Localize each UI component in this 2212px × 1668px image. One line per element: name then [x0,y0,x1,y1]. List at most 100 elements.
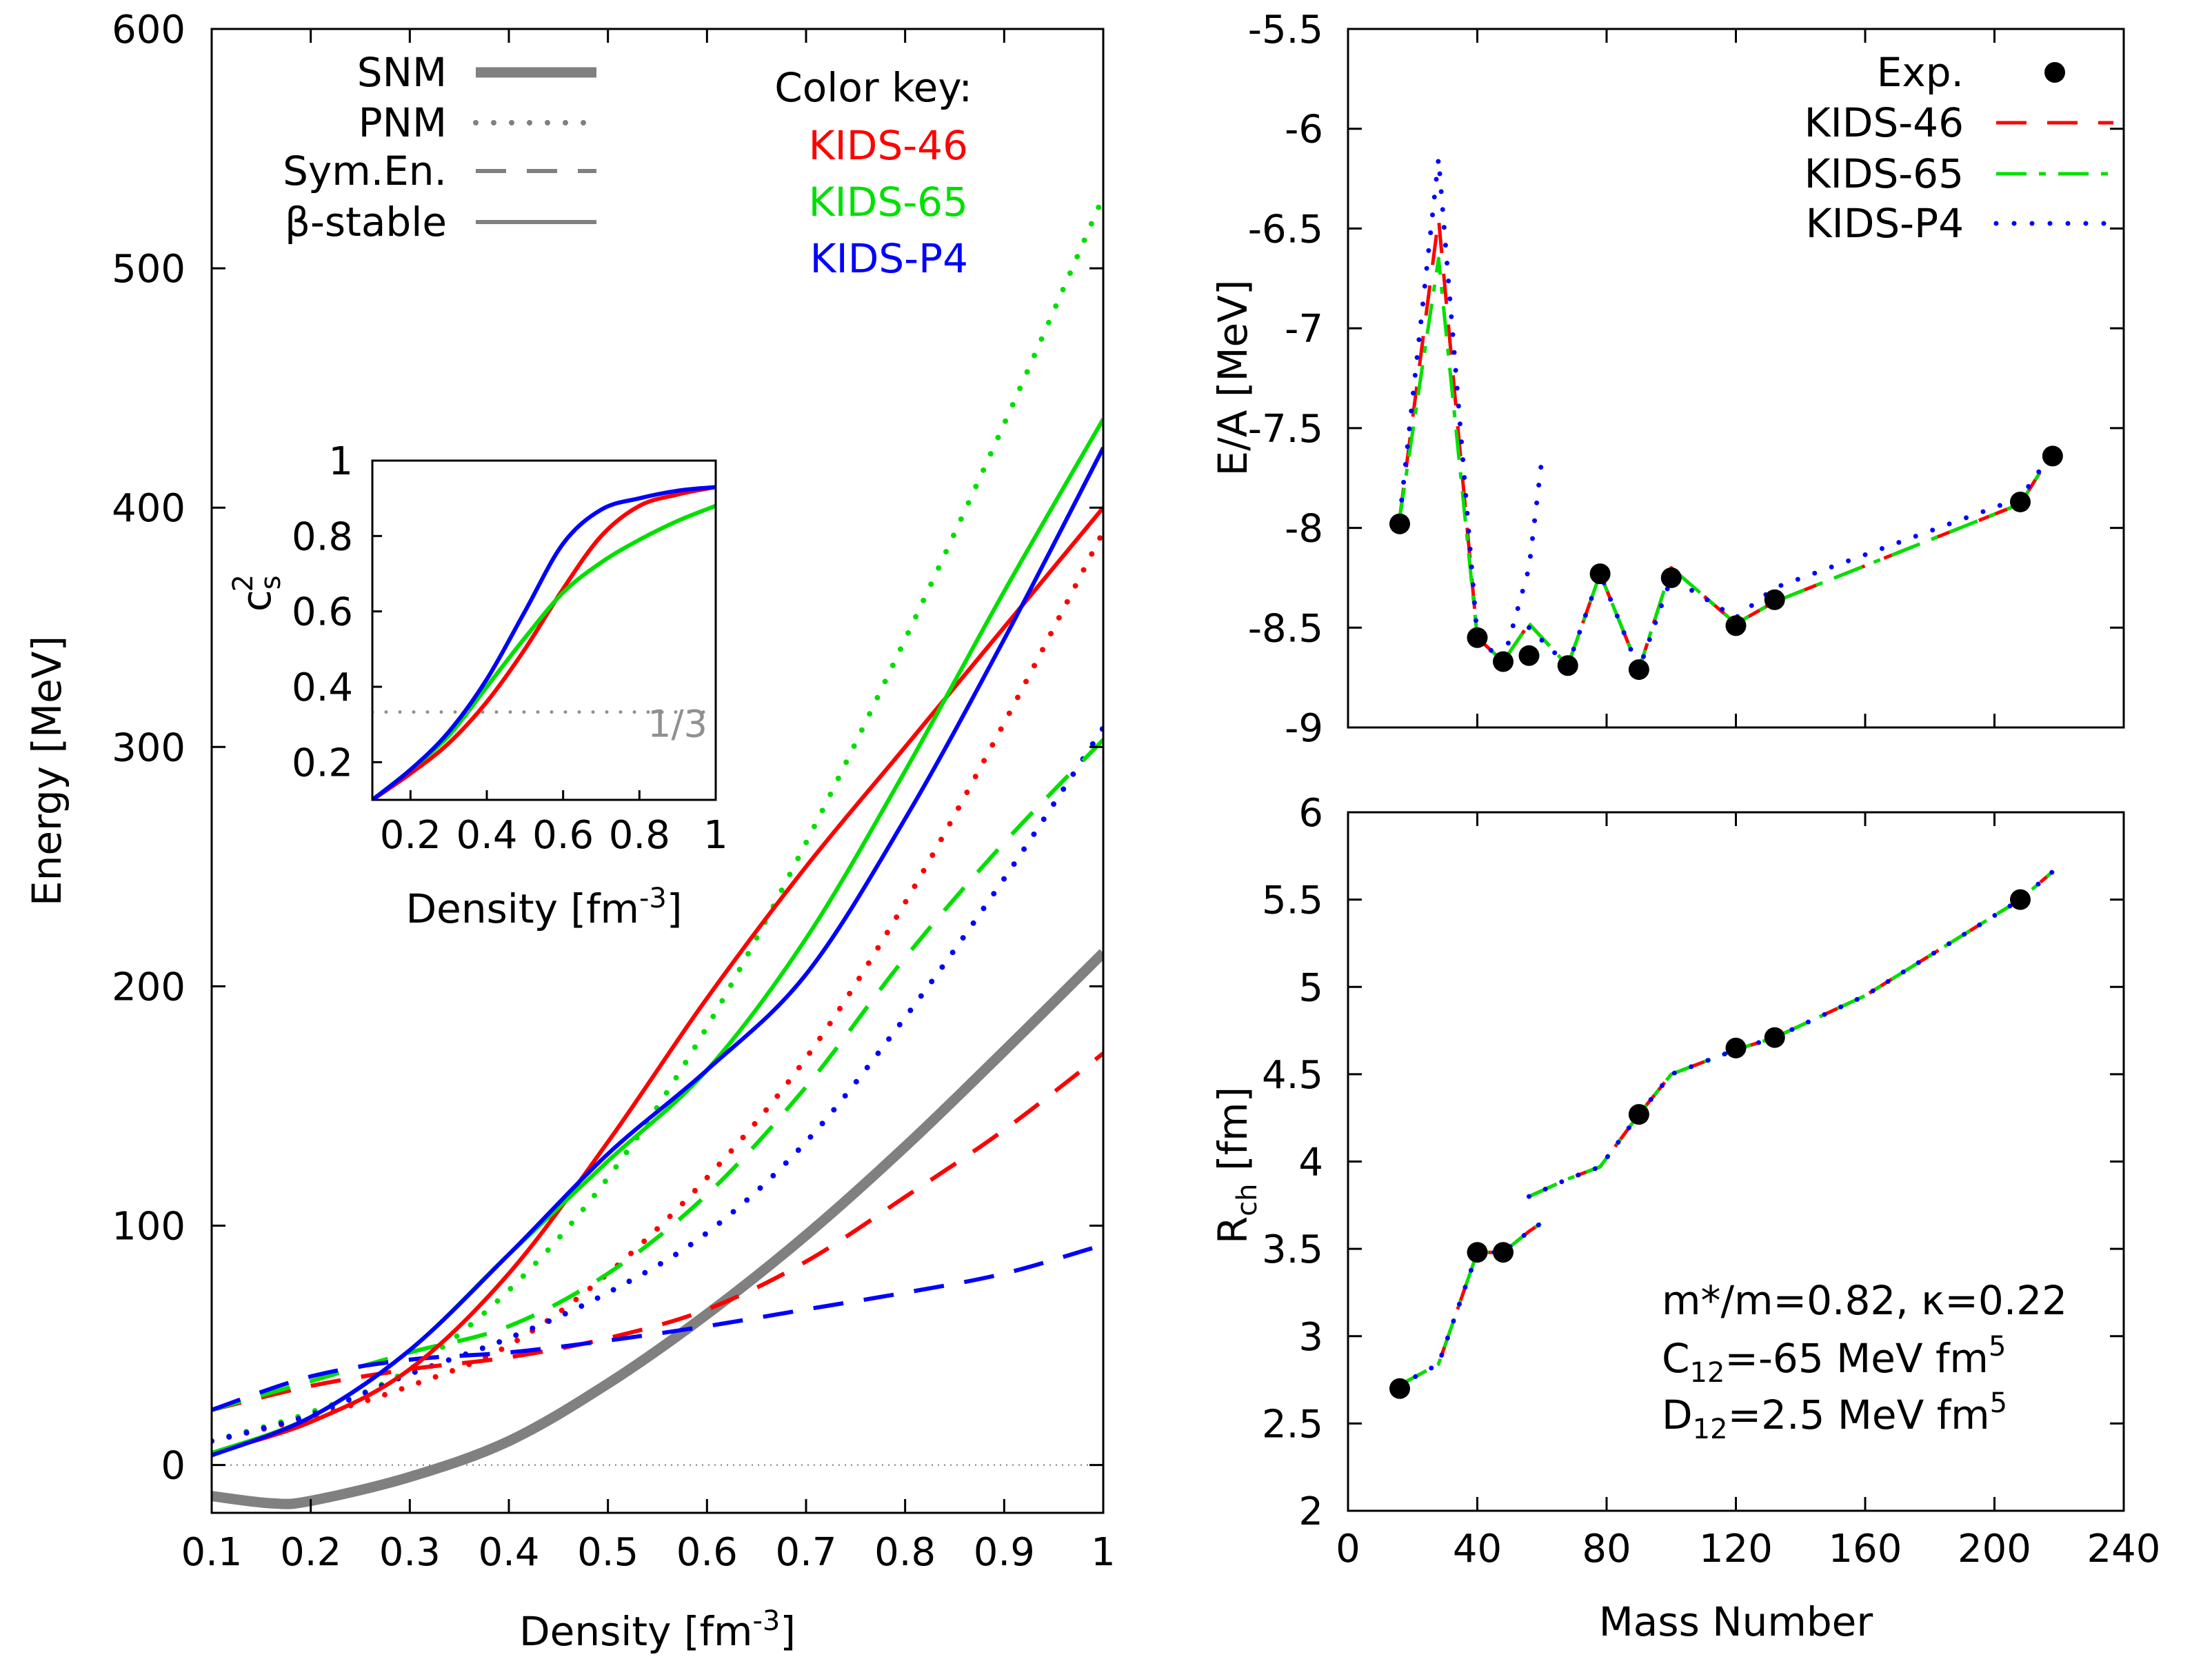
annotation-sup: 5 [1989,1331,2006,1363]
main-x-tick-label: 0.8 [874,1530,936,1575]
rch-series-kids-p4 [1397,1220,1545,1388]
ea-series-kids-65 [1527,451,2055,672]
annotation-text: D [1662,1391,1693,1438]
rch-x-tick-label: 40 [1453,1527,1502,1571]
annotation-tail: =-65 MeV fm [1725,1335,1989,1382]
rch-y-tick-label: 3.5 [1262,1227,1323,1272]
ea-exp-point [1660,567,1682,588]
ea-exp-point [2010,491,2031,512]
plot-frames-layer [210,28,2125,1514]
ea-y-tick-label: -6 [1285,108,1323,152]
inset-y-tick-label: 0.4 [292,665,353,710]
y-label-sup: 2 [228,574,259,592]
ea-y-tick-label: -7 [1285,307,1323,352]
main-plot-frame [210,28,1105,1514]
ea-legend-label: KIDS-65 [1804,150,1964,197]
ea-series-kids-p4 [1527,450,2055,672]
inset-x-tick-label: 1 [703,813,728,858]
annotation-sup: 5 [1990,1387,2007,1419]
main-y-tick-label: 600 [112,8,185,52]
rch-exp-point [1493,1242,1514,1263]
main-x-tick-label: 1 [1091,1530,1116,1575]
ea-exp-point [1725,615,1747,636]
ea-exp-point [1493,651,1514,672]
color-key-kids-65: KIDS-65 [809,179,968,225]
ea-exp-point [1389,513,1410,534]
y-label-base: c [233,590,280,612]
y-label-sub: ch [1231,1183,1263,1216]
rch-plot-area [1397,869,2055,1388]
inset-plot-area [372,485,716,800]
style-legend-label: β-stable [285,199,447,245]
rch-series-kids-p4 [1527,869,2055,1199]
ea-legend-label: Exp. [1877,49,1964,96]
annotation-sub: 12 [1693,1414,1728,1445]
rch-exp-point [1725,1037,1747,1058]
main-x-tick-label: 0.2 [280,1530,341,1575]
x-label-text: Density [fm [519,1608,752,1655]
rch-y-tick-label: 4.5 [1262,1053,1323,1098]
inset-y-tick-label: 0.6 [292,590,353,635]
series-snm-all [212,949,1103,1509]
ea-series-kids-46 [1527,451,2055,672]
rch-exp-point [2010,889,2031,910]
main-y-tick-label: 100 [112,1204,185,1249]
annotation-tail: =2.5 MeV fm [1728,1391,1990,1438]
main-x-tick-label: 0.5 [577,1530,639,1575]
y-label-sub: s [255,575,287,590]
inset-background [372,461,716,800]
inset-x-tick-label: 0.2 [380,813,441,858]
main-y-tick-label: 300 [112,725,185,770]
series-symen-kids-p4 [212,1243,1103,1412]
style-legend-label: SNM [357,49,447,96]
rch-x-tick-label: 0 [1336,1527,1360,1571]
rch-y-tick-label: 2 [1298,1489,1323,1534]
ea-y-axis-label: E/A [MeV] [1209,280,1256,476]
rch-y-tick-label: 4 [1298,1141,1323,1185]
main-x-tick-label: 0.3 [379,1530,441,1575]
rch-annotation-line: C12=-65 MeV fm5 [1662,1331,2006,1389]
main-y-tick-label: 400 [112,486,185,531]
y-label-tail: [fm] [1209,1087,1256,1184]
inset-series-kids-p4 [372,485,716,800]
rch-series-kids-46 [1398,1221,1543,1387]
annotation-text: m*/m=0.82, κ=0.22 [1662,1277,2067,1324]
rch-x-tick-label: 80 [1582,1527,1631,1571]
rch-y-tick-label: 6 [1298,791,1323,836]
ea-exp-point [1764,589,1785,610]
ea-legend-label: KIDS-P4 [1806,200,1964,247]
rch-series-kids-65 [1528,870,2054,1198]
color-key-kids-46: KIDS-46 [809,122,968,169]
ea-exp-point [1518,645,1540,666]
main-y-axis-label: Energy [MeV] [23,636,70,906]
plot-lines-layer [212,156,2055,1509]
x-label-exp: -3 [752,1605,780,1637]
inset-series-kids-46 [372,485,716,800]
inset-x-axis-label: Density [fm-3] [405,883,682,932]
main-x-tick-label: 0.9 [974,1530,1035,1575]
rch-y-tick-label: 5.5 [1262,878,1323,923]
x-label-tail: ] [667,885,683,932]
plot-text-layer: 0.1 0.2 0.3 0.4 0.5 0.6 0.7 0.8 0.9 1010020030040… [23,8,2160,1655]
inset-x-tick-label: 0.6 [532,813,594,858]
rch-y-axis-label: Rch [fm] [1209,1087,1263,1244]
series-pnm-kids-46 [212,528,1103,1444]
series-symen-kids-46 [212,1052,1103,1412]
inset-x-tick-label: 0.8 [609,813,670,858]
style-legend-label: PNM [359,99,447,146]
main-plot-area [212,194,1103,1509]
series-stable-kids-p4 [212,447,1103,1458]
ea-y-tick-label: -5.5 [1248,8,1323,52]
rch-exp-point [1389,1378,1410,1399]
ea-legend-exp-marker [2044,62,2065,83]
inset-x-tick-label: 0.4 [456,813,517,858]
ea-y-tick-label: -6.5 [1248,207,1323,252]
x-label-tail: ] [780,1608,796,1655]
rch-exp-point [1628,1104,1649,1125]
rch-series-kids-46 [1528,870,2054,1198]
inset-y-tick-label: 0.8 [292,514,353,559]
rch-exp-point [1764,1027,1785,1048]
ea-exp-point [1467,627,1488,648]
rch-x-axis-label: Mass Number [1599,1598,1873,1645]
x-label-exp: -3 [639,883,667,914]
